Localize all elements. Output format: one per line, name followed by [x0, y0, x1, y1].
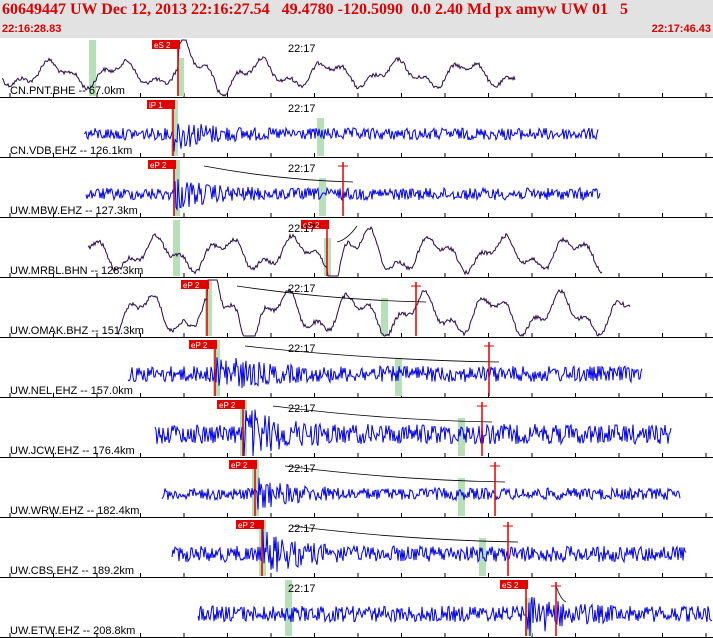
pick-label: eP 2 [183, 281, 200, 290]
pick-label: eP 2 [191, 341, 208, 350]
time-marker: 22:17 [288, 163, 316, 175]
time-marker: 22:17 [288, 43, 316, 55]
header-bar: 60649447 UW Dec 12, 2013 22:16:27.54 49.… [0, 0, 713, 38]
waveform [127, 357, 643, 389]
time-marker: 22:17 [288, 343, 316, 355]
pick-flag[interactable] [301, 220, 329, 229]
pick-label: iP 1 [149, 101, 163, 110]
time-marker: 22:17 [288, 583, 316, 595]
station-label: UW.JCW.EHZ -- 176.4km [10, 445, 135, 457]
phase-window [177, 58, 184, 96]
phase-window [205, 280, 212, 336]
trace-panel[interactable]: eP 2 22:17 UW.WRW.EHZ -- 182.4km [0, 460, 713, 518]
station-label: UW.MBW.EHZ -- 127.3km [10, 205, 138, 217]
pick-flag[interactable] [181, 280, 209, 289]
phase-window [89, 40, 96, 96]
pick-flag[interactable] [148, 160, 176, 169]
phase-window [171, 100, 178, 156]
trace-panel[interactable]: eS 222:17 UW.MRBL.BHN -- 128.3km [0, 220, 713, 278]
station-label: UW.CBS.EHZ -- 189.2km [10, 565, 134, 577]
arrival-curve [203, 165, 354, 183]
phase-window [285, 580, 292, 636]
waveform [154, 409, 672, 457]
time-marker: 22:17 [288, 463, 316, 475]
phase-window [458, 418, 465, 456]
phase-window [173, 220, 180, 276]
pick-flag[interactable] [147, 100, 175, 109]
trace-panel[interactable]: eS 2 22:17 CN.PNT.BHE -- 67.0km [0, 39, 713, 98]
pick-flag[interactable] [500, 580, 528, 589]
time-marker: 22:17 [288, 283, 316, 295]
waveform [117, 279, 631, 338]
event-title: 60649447 UW Dec 12, 2013 22:16:27.54 49.… [2, 1, 629, 18]
station-label: CN.PNT.BHE -- 67.0km [10, 85, 125, 97]
pick-label: eP 2 [219, 401, 236, 410]
trace-panel[interactable]: iP 1 22:17 CN.VDB.EHZ -- 126.1km [0, 100, 713, 158]
phase-window [319, 178, 326, 216]
trace-panel[interactable]: eP 2 22:17 UW.MBW.EHZ -- 127.3km [0, 160, 713, 218]
pick-label: eS 2 [303, 221, 320, 230]
station-label: UW.ETW.EHZ -- 208.8km [10, 625, 135, 637]
start-time: 22:16:28.83 [2, 23, 62, 35]
station-label: UW.WRW.EHZ -- 182.4km [10, 505, 139, 517]
trace-panel[interactable]: eS 2 22:17 UW.ETW.EHZ -- 208.8km [0, 580, 713, 638]
trace-panel[interactable]: eP 2 22:17 UW.JCW.EHZ -- 176.4km [0, 400, 713, 458]
arrival-curve [555, 585, 567, 603]
pick-flag[interactable] [229, 460, 257, 469]
station-label: UW.OMAK.BHZ -- 151.3km [10, 325, 144, 337]
station-label: UW.NEL.EHZ -- 157.0km [10, 385, 133, 397]
waveform [87, 226, 603, 277]
phase-window [458, 478, 465, 516]
pick-flag[interactable] [217, 400, 245, 409]
trace-panel[interactable]: eP 2 22:17 UW.OMAK.BHZ -- 151.3km [0, 279, 713, 338]
pick-label: eS 2 [502, 581, 519, 590]
arrival-curve [284, 465, 506, 483]
arrival-curve [291, 525, 519, 543]
arrival-curve [244, 345, 500, 363]
trace-panel[interactable]: eP 2 22:17 UW.CBS.EHZ -- 189.2km [0, 520, 713, 578]
arrival-curve [272, 405, 493, 423]
waveform [161, 477, 681, 510]
time-marker: 22:17 [288, 403, 316, 415]
pick-label: eP 2 [231, 461, 248, 470]
phase-window [381, 298, 388, 336]
station-label: UW.MRBL.BHN -- 128.3km [10, 265, 143, 277]
trace-panel[interactable]: eP 2 22:17 UW.NEL.EHZ -- 157.0km [0, 340, 713, 398]
time-marker: 22:17 [288, 103, 316, 115]
station-label: CN.VDB.EHZ -- 126.1km [10, 145, 132, 157]
waveform [83, 123, 599, 152]
phase-window [173, 160, 180, 216]
end-time: 22:17:46.43 [651, 23, 711, 35]
pick-label: eS 2 [154, 41, 171, 50]
pick-flag[interactable] [189, 340, 217, 349]
pick-flag[interactable] [236, 520, 264, 529]
arrival-curve [336, 225, 358, 243]
pick-label: eP 2 [238, 521, 255, 530]
waveform [171, 529, 687, 572]
pick-label: eP 2 [150, 161, 167, 170]
pick-flag[interactable] [152, 40, 180, 49]
time-marker: 22:17 [288, 523, 316, 535]
waveform [1, 39, 516, 97]
time-marker: 22:17 [288, 223, 316, 235]
waveform [197, 596, 713, 637]
arrival-curve [236, 285, 427, 303]
